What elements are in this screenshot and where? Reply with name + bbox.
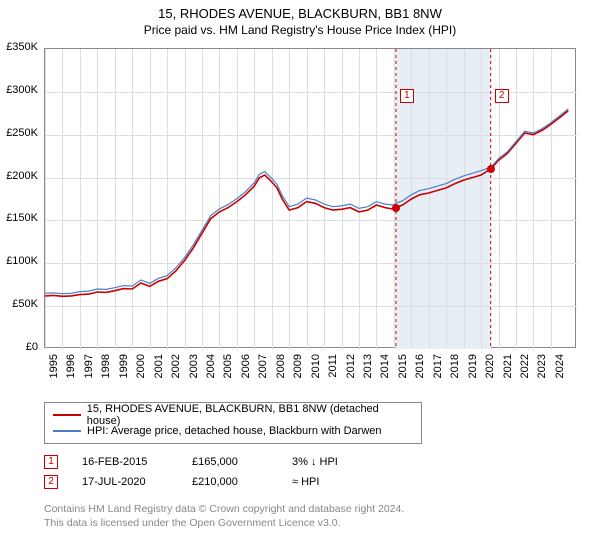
- x-axis-label: 2022: [519, 354, 531, 382]
- y-axis-label: £300K: [0, 84, 38, 96]
- legend-swatch: [53, 414, 81, 416]
- sale-row-marker: 1: [44, 455, 58, 469]
- sale-diff: 3% ↓ HPI: [292, 456, 382, 468]
- x-axis-label: 2011: [327, 354, 339, 382]
- x-axis-label: 2000: [135, 354, 147, 382]
- x-axis-label: 2024: [554, 354, 566, 382]
- legend-item: 15, RHODES AVENUE, BLACKBURN, BB1 8NW (d…: [53, 407, 413, 423]
- footer-line1: Contains HM Land Registry data © Crown c…: [44, 502, 404, 516]
- legend-swatch: [53, 430, 81, 432]
- x-axis-label: 2004: [205, 354, 217, 382]
- x-axis-label: 1995: [48, 354, 60, 382]
- x-axis-label: 2019: [467, 354, 479, 382]
- x-axis-label: 1997: [83, 354, 95, 382]
- y-axis-label: £0: [0, 341, 38, 353]
- legend-item: HPI: Average price, detached house, Blac…: [53, 423, 413, 439]
- y-axis-label: £200K: [0, 170, 38, 182]
- x-axis-label: 2012: [345, 354, 357, 382]
- chart-title: 15, RHODES AVENUE, BLACKBURN, BB1 8NW: [0, 0, 600, 21]
- plot-area: 12: [44, 48, 576, 348]
- x-axis-label: 1999: [118, 354, 130, 382]
- x-axis-label: 2001: [153, 354, 165, 382]
- x-axis-label: 2006: [240, 354, 252, 382]
- x-axis-label: 2017: [432, 354, 444, 382]
- footer-text: Contains HM Land Registry data © Crown c…: [44, 502, 404, 530]
- x-axis-label: 2014: [379, 354, 391, 382]
- sale-row: 2 17-JUL-2020£210,000≈ HPI: [44, 472, 382, 492]
- chart-subtitle: Price paid vs. HM Land Registry's House …: [0, 21, 600, 37]
- footer-line2: This data is licensed under the Open Gov…: [44, 516, 404, 530]
- x-axis-label: 2013: [362, 354, 374, 382]
- x-axis-label: 2023: [536, 354, 548, 382]
- y-axis-label: £350K: [0, 41, 38, 53]
- legend-box: 15, RHODES AVENUE, BLACKBURN, BB1 8NW (d…: [44, 402, 422, 444]
- chart-container: 15, RHODES AVENUE, BLACKBURN, BB1 8NW Pr…: [0, 0, 600, 560]
- legend-label: HPI: Average price, detached house, Blac…: [87, 425, 382, 437]
- x-axis-label: 2005: [222, 354, 234, 382]
- sale-price: £165,000: [192, 456, 292, 468]
- sale-row-marker: 2: [44, 475, 58, 489]
- sale-row: 1 16-FEB-2015£165,0003% ↓ HPI: [44, 452, 382, 472]
- sale-marker-box: 1: [400, 89, 414, 103]
- x-axis-label: 2021: [502, 354, 514, 382]
- x-axis-label: 2002: [170, 354, 182, 382]
- x-axis-label: 2018: [449, 354, 461, 382]
- x-axis-label: 2016: [414, 354, 426, 382]
- sale-price: £210,000: [192, 476, 292, 488]
- x-axis-label: 1996: [65, 354, 77, 382]
- y-axis-label: £100K: [0, 255, 38, 267]
- y-axis-label: £250K: [0, 127, 38, 139]
- sale-marker-box: 2: [495, 89, 509, 103]
- sale-marker-dot: [487, 165, 495, 173]
- x-axis-label: 2009: [292, 354, 304, 382]
- y-axis-label: £150K: [0, 212, 38, 224]
- series-line-0: [45, 111, 568, 297]
- sale-diff: ≈ HPI: [292, 476, 382, 488]
- x-axis-label: 2015: [397, 354, 409, 382]
- x-axis-label: 1998: [100, 354, 112, 382]
- sale-date: 16-FEB-2015: [82, 456, 192, 468]
- y-axis-label: £50K: [0, 298, 38, 310]
- sales-table: 1 16-FEB-2015£165,0003% ↓ HPI 2 17-JUL-2020…: [44, 452, 382, 492]
- x-axis-label: 2008: [275, 354, 287, 382]
- x-axis-label: 2020: [484, 354, 496, 382]
- x-axis-label: 2010: [310, 354, 322, 382]
- x-axis-label: 2007: [257, 354, 269, 382]
- sale-marker-dot: [392, 204, 400, 212]
- sale-date: 17-JUL-2020: [82, 476, 192, 488]
- legend-label: 15, RHODES AVENUE, BLACKBURN, BB1 8NW (d…: [87, 403, 413, 427]
- x-axis-label: 2003: [188, 354, 200, 382]
